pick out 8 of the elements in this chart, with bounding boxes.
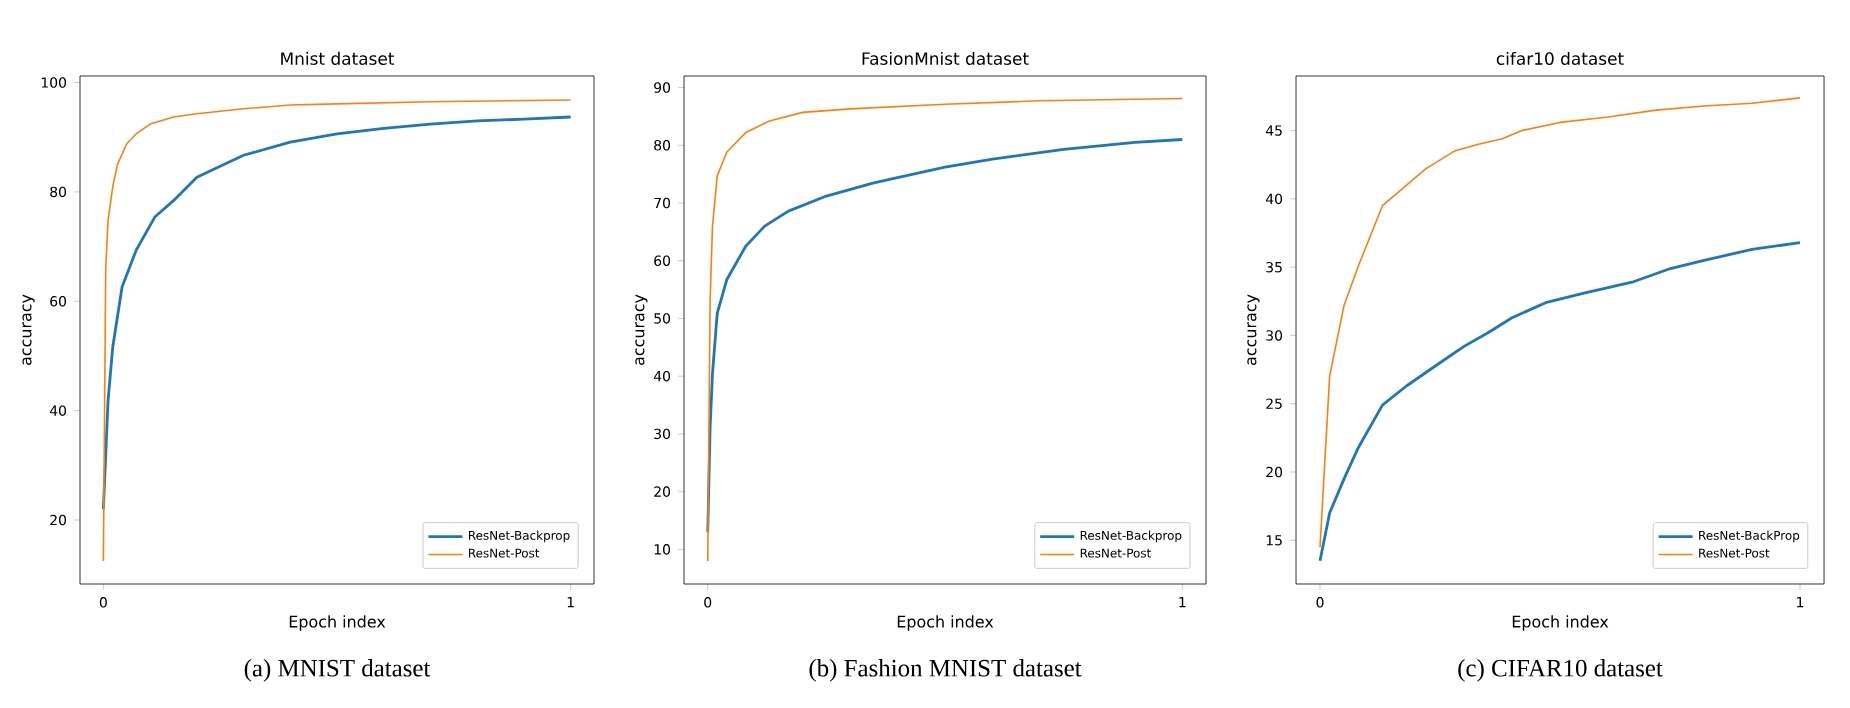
chart-title: cifar10 dataset xyxy=(1496,51,1624,65)
chart-title: FasionMnist dataset xyxy=(862,51,1029,66)
line-series xyxy=(1318,241,1802,563)
line-series xyxy=(1319,97,1801,548)
text: (c) CIFAR10 dataset xyxy=(1458,659,1663,682)
text: (a) MNIST dataset xyxy=(244,659,431,682)
text: (b) Fashion MNIST dataset xyxy=(809,659,1082,682)
chart-title: Mnist dataset xyxy=(281,51,395,65)
